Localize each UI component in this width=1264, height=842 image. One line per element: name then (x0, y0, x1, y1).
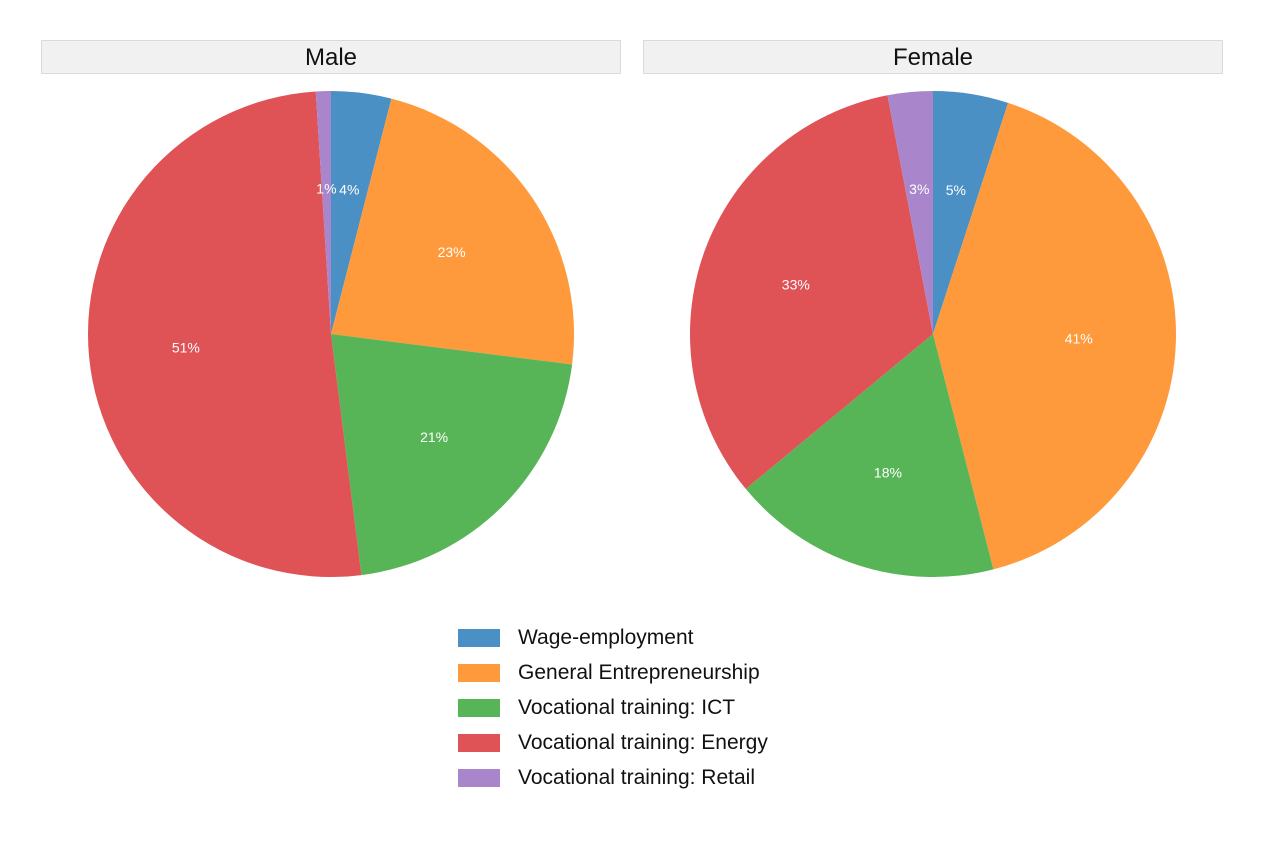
female-data-label-vocational-training-energy: 33% (782, 277, 810, 293)
male-data-label-vocational-training-ict: 21% (420, 429, 448, 445)
female-slice-vocational-training-ict (745, 334, 994, 577)
legend-swatch (458, 733, 500, 752)
legend-item-vocational-ict: Vocational training: ICT (458, 690, 768, 725)
female-data-label-general-entrepreneurship: 41% (1065, 331, 1093, 347)
female-slice-wage-employment (933, 91, 1009, 334)
male-slice-vocational-training-retail (315, 91, 331, 334)
legend-label: General Entrepreneurship (518, 660, 760, 684)
male-panel: Male 4% 23% 21% 51% 1% (41, 40, 621, 578)
legend-label: Wage-employment (518, 625, 694, 649)
female-slice-general-entrepreneurship (933, 102, 1176, 570)
legend-item-vocational-retail: Vocational training: Retail (458, 760, 768, 795)
male-slice-general-entrepreneurship (331, 98, 574, 365)
female-panel: Female 5% 41% 18% 33% 3% (643, 40, 1223, 577)
legend-item-wage-employment: Wage-employment (458, 620, 768, 655)
male-slice-vocational-training-ict (331, 334, 573, 576)
legend-item-general-entrepreneurship: General Entrepreneurship (458, 655, 768, 690)
male-data-label-wage-employment: 4% (339, 181, 359, 197)
legend-swatch (458, 663, 500, 682)
male-data-label-general-entrepreneurship: 23% (438, 244, 466, 260)
legend-label: Vocational training: ICT (518, 695, 736, 719)
legend-swatch (458, 628, 500, 647)
female-data-label-vocational-training-retail: 3% (909, 181, 929, 197)
legend-label: Vocational training: Retail (518, 765, 755, 789)
legend-item-vocational-energy: Vocational training: Energy (458, 725, 768, 760)
male-data-label-vocational-training-retail: 1% (316, 180, 336, 196)
male-panel-title: Male (41, 40, 621, 74)
male-data-label-vocational-training-energy: 51% (172, 340, 200, 356)
legend-label: Vocational training: Energy (518, 730, 768, 754)
male-slice-vocational-training-energy (87, 91, 362, 578)
legend-swatch (458, 768, 500, 787)
female-slice-vocational-training-retail (887, 91, 933, 334)
female-slice-vocational-training-energy (690, 95, 933, 489)
female-data-label-wage-employment: 5% (946, 182, 966, 198)
female-pie-chart: 5% 41% 18% 33% 3% (690, 91, 1176, 577)
male-slice-wage-employment (331, 91, 392, 334)
male-pie-chart: 4% 23% 21% 51% 1% (87, 91, 574, 578)
legend-swatch (458, 698, 500, 717)
legend: Wage-employment General Entrepreneurship… (458, 620, 768, 795)
female-data-label-vocational-training-ict: 18% (874, 465, 902, 481)
female-panel-title: Female (643, 40, 1223, 74)
